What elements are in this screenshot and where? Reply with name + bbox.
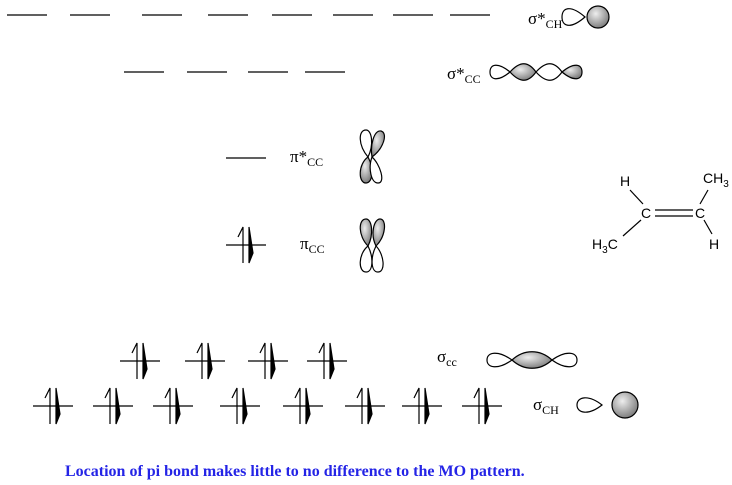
orbital (489, 63, 583, 81)
electron-up (104, 387, 111, 424)
atom: H3C (592, 236, 618, 256)
electron-down (305, 387, 311, 425)
electron-up (294, 387, 301, 424)
electron-up (413, 387, 420, 424)
electron-up (473, 387, 480, 424)
orbital (359, 218, 386, 273)
orbital (486, 351, 578, 369)
electron-up (164, 387, 171, 424)
atom: CH3 (703, 170, 729, 190)
atom: C (641, 205, 651, 221)
label: σcc (437, 347, 457, 369)
electron-up (237, 226, 244, 263)
electron-up (259, 342, 266, 379)
electron-up (131, 342, 138, 379)
electron-up (231, 387, 238, 424)
electron-down (270, 342, 276, 380)
electron-down (207, 342, 213, 380)
electron-up (196, 342, 203, 379)
electron-up (318, 342, 325, 379)
electron-down (242, 387, 248, 425)
orbital (561, 5, 610, 29)
electron-down (248, 226, 254, 264)
electron-down (55, 387, 61, 425)
atom: H (709, 236, 719, 252)
label: σCH (533, 395, 559, 417)
energy-levels (7, 14, 502, 425)
electron-down (175, 387, 181, 425)
molecule: H CH3 C C H3C H (592, 170, 729, 256)
electron-down (142, 342, 148, 380)
electron-up (44, 387, 51, 424)
label: πCC (300, 234, 325, 256)
label: π*CC (290, 147, 323, 169)
orbital (576, 391, 639, 419)
electron-down (367, 387, 373, 425)
electron-down (424, 387, 430, 425)
atom: H (620, 173, 630, 189)
electron-down (484, 387, 490, 425)
caption: Location of pi bond makes little to no d… (65, 463, 525, 480)
orbital (359, 129, 385, 184)
electron-down (115, 387, 121, 425)
electron-down (329, 342, 335, 380)
electron-up (356, 387, 363, 424)
label: σ*CC (447, 64, 481, 86)
atom: C (695, 205, 705, 221)
label: σ*CH (528, 9, 563, 31)
